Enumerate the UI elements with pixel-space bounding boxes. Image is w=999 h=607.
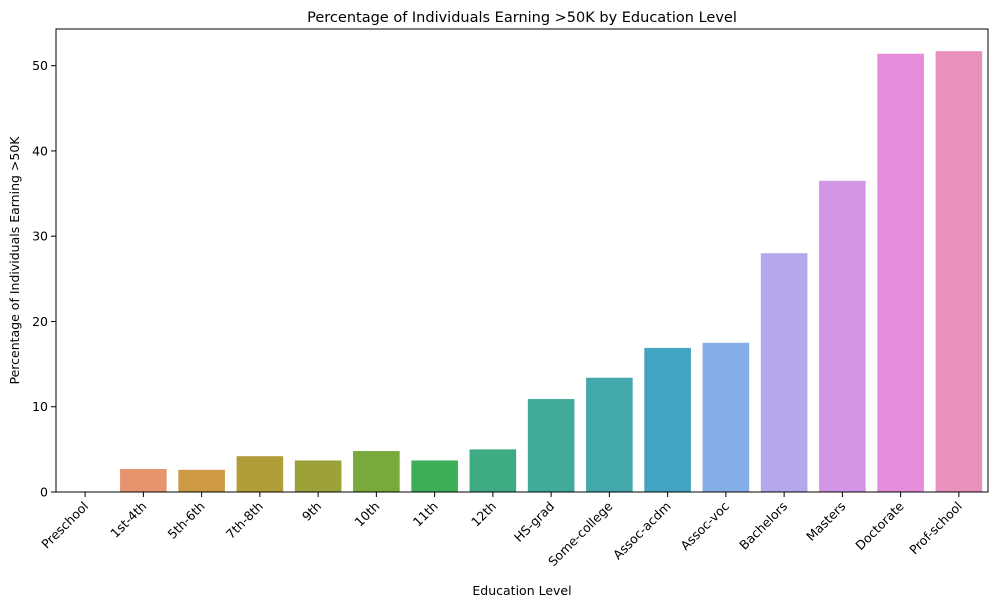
x-tick-label: Assoc-voc bbox=[677, 498, 732, 553]
bar-bachelors bbox=[760, 253, 808, 492]
y-tick-label: 20 bbox=[32, 314, 48, 329]
bar-prof-school bbox=[935, 51, 983, 492]
bar-11th bbox=[411, 460, 458, 492]
bar-masters bbox=[819, 180, 866, 492]
x-tick-label: 1st-4th bbox=[107, 499, 149, 541]
x-tick-label: 10th bbox=[352, 499, 383, 530]
x-axis-label: Education Level bbox=[472, 583, 571, 598]
x-tick-label: Bachelors bbox=[736, 499, 790, 553]
x-tick-label: 9th bbox=[299, 499, 324, 524]
y-tick-label: 50 bbox=[32, 58, 48, 73]
y-tick-label: 10 bbox=[32, 399, 48, 414]
bars-group bbox=[120, 51, 983, 492]
x-tick-label: 12th bbox=[468, 499, 499, 530]
bar-10th bbox=[353, 451, 400, 492]
x-tick-label: 5th-6th bbox=[165, 499, 208, 542]
bar-some-college bbox=[586, 377, 633, 492]
x-tick-label: Prof-school bbox=[906, 499, 965, 558]
x-tick-label: 11th bbox=[410, 499, 441, 530]
x-tick-label: 7th-8th bbox=[223, 499, 266, 542]
y-axis-ticks: 0 10 20 30 40 50 bbox=[32, 58, 56, 500]
x-tick-label: Assoc-acdm bbox=[610, 499, 674, 563]
x-tick-label: Preschool bbox=[38, 499, 91, 552]
plot-frame bbox=[55, 28, 989, 493]
x-tick-label: Masters bbox=[803, 499, 848, 544]
y-tick-label: 30 bbox=[32, 229, 48, 244]
x-tick-label: HS-grad bbox=[511, 499, 557, 545]
x-axis-ticks: Preschool 1st-4th 5th-6th 7th-8th 9th 10th 11t… bbox=[38, 492, 965, 569]
bar-12th bbox=[469, 449, 517, 492]
bar-5th-6th bbox=[178, 469, 225, 492]
bar-1st-4th bbox=[120, 468, 167, 492]
bar-assoc-voc bbox=[702, 342, 750, 492]
bar-assoc-acdm bbox=[644, 347, 691, 492]
bar-7th-8th bbox=[236, 456, 284, 492]
y-tick-label: 0 bbox=[40, 485, 48, 500]
x-tick-label: Doctorate bbox=[852, 498, 907, 553]
y-axis-label: Percentage of Individuals Earning >50K bbox=[7, 136, 22, 385]
bar-hs-grad bbox=[527, 399, 575, 492]
bar-9th bbox=[294, 460, 342, 492]
bar-doctorate bbox=[877, 53, 924, 492]
y-tick-label: 40 bbox=[32, 143, 48, 158]
chart-title: Percentage of Individuals Earning >50K b… bbox=[307, 10, 737, 26]
